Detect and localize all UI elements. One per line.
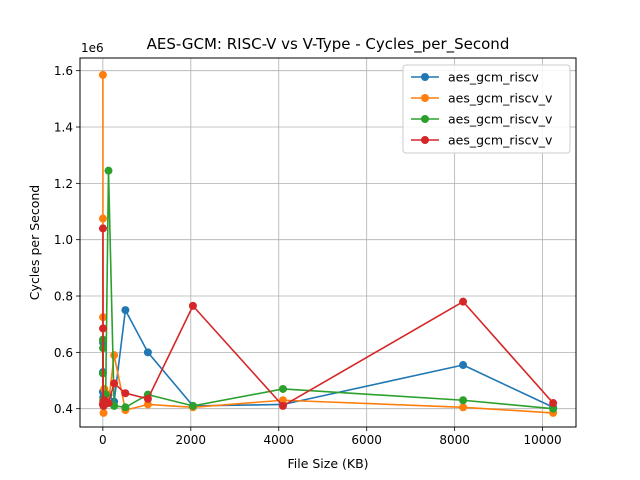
data-point <box>459 403 468 412</box>
legend-swatch-marker <box>421 94 429 102</box>
legend-item: aes_gcm_riscv_v <box>411 133 553 148</box>
x-tick-label: 2000 <box>176 433 207 447</box>
x-tick-label: 10000 <box>523 433 561 447</box>
y-axis-label: Cycles per Second <box>27 185 42 300</box>
data-point <box>110 379 119 388</box>
y-tick-label: 0.4 <box>54 402 73 416</box>
legend-swatch-marker <box>421 73 429 81</box>
legend-label: aes_gcm_riscv <box>448 70 539 85</box>
data-point <box>459 361 468 370</box>
x-tick-label: 0 <box>99 433 107 447</box>
data-point <box>188 301 197 310</box>
data-point <box>121 306 130 315</box>
legend-swatch-marker <box>421 136 429 144</box>
legend-swatch-marker <box>421 115 429 123</box>
data-point <box>143 394 152 403</box>
legend-label: aes_gcm_riscv_v <box>448 112 553 127</box>
data-point <box>104 399 113 408</box>
data-point <box>278 401 287 410</box>
series-layer <box>98 70 558 417</box>
x-axis-ticks: 0 2000 4000 6000 8000 10000 <box>99 427 562 447</box>
data-point <box>549 404 558 413</box>
y-tick-label: 0.8 <box>54 290 73 304</box>
plot-frame <box>79 57 577 428</box>
data-point <box>99 324 108 333</box>
data-point <box>188 401 197 410</box>
legend-label: aes_gcm_riscv_v <box>448 133 553 148</box>
legend-item: aes_gcm_riscv_v <box>411 112 553 127</box>
x-tick-label: 8000 <box>439 433 470 447</box>
y-axis-ticks: 0.4 0.6 0.8 1.0 1.2 1.4 1.6 <box>54 64 80 416</box>
grid <box>80 58 576 427</box>
chart-title: AES-GCM: RISC-V vs V-Type - Cycles_per_S… <box>147 35 510 54</box>
y-tick-label: 1.0 <box>54 233 73 247</box>
data-point <box>121 403 130 412</box>
legend-item: aes_gcm_riscv_v <box>411 91 553 106</box>
data-point <box>110 351 119 360</box>
data-point <box>143 400 152 409</box>
x-axis-label: File Size (KB) <box>287 456 368 471</box>
y-offset-label: 1e6 <box>81 41 104 55</box>
x-tick-label: 6000 <box>351 433 382 447</box>
y-tick-label: 1.2 <box>54 177 73 191</box>
y-tick-label: 1.6 <box>54 64 73 78</box>
legend-item: aes_gcm_riscv <box>411 70 539 85</box>
y-tick-label: 0.6 <box>54 346 73 360</box>
x-tick-label: 4000 <box>263 433 294 447</box>
data-point <box>459 297 468 306</box>
legend: aes_gcm_riscv aes_gcm_riscv_v aes_gcm_risc… <box>402 64 571 154</box>
legend-label: aes_gcm_riscv_v <box>448 91 553 106</box>
data-point <box>98 214 107 223</box>
series-3 <box>98 224 558 410</box>
data-point <box>459 396 468 405</box>
data-point <box>143 348 152 357</box>
data-point <box>278 396 287 405</box>
data-point <box>549 399 558 408</box>
data-point <box>98 224 107 233</box>
data-point <box>99 408 108 417</box>
legend-box <box>402 64 571 154</box>
data-point <box>278 384 287 393</box>
data-point <box>121 389 130 398</box>
data-point <box>104 166 113 175</box>
y-tick-label: 1.4 <box>54 121 73 135</box>
data-point <box>98 70 107 79</box>
